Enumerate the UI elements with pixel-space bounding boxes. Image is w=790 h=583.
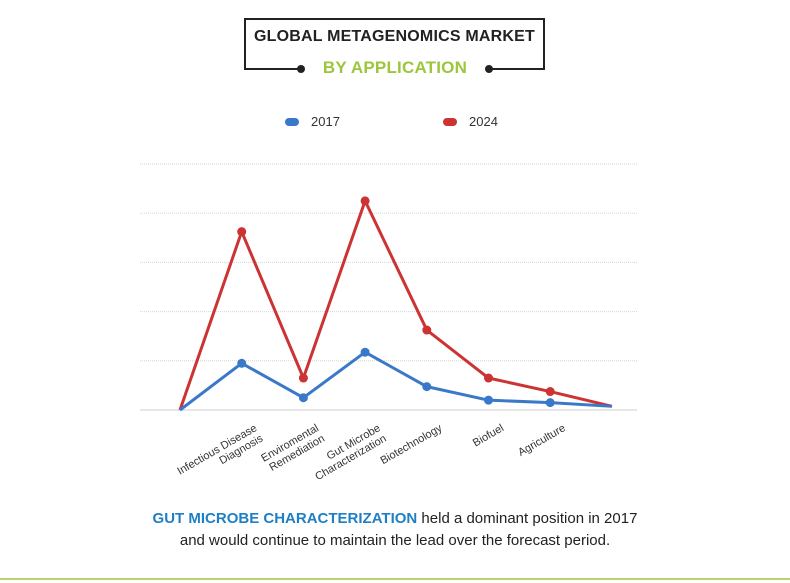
x-tick-label: EnviromentalRemediation (259, 422, 327, 475)
series-line-2017 (179, 350, 612, 412)
x-tick-label: Agriculture (516, 422, 568, 459)
x-tick-label-line: Biofuel (471, 422, 506, 449)
data-point-2024 (237, 227, 247, 237)
title-underline-left (244, 68, 300, 70)
data-point-2017 (237, 358, 247, 368)
legend-label-2017: 2017 (311, 114, 340, 129)
data-point-2017 (422, 382, 432, 392)
data-point-2017 (360, 347, 370, 357)
legend-swatch-2017 (285, 117, 299, 126)
series-line-2024 (178, 199, 613, 411)
caption: GUT MICROBE CHARACTERIZATION held a domi… (100, 508, 690, 552)
data-point-2017 (298, 393, 308, 403)
data-point-2024 (545, 387, 555, 397)
line-chart: Infectious DiseaseDiagnosisEnviromentalR… (140, 163, 637, 488)
data-point-2024 (360, 196, 370, 206)
x-tick-label: Biofuel (471, 422, 506, 449)
legend-label-2024: 2024 (469, 114, 498, 129)
legend-item-2017: 2017 (285, 114, 340, 129)
title-frame (244, 18, 545, 70)
caption-text-line2: and would continue to maintain the lead … (179, 532, 611, 549)
chart-title: GLOBAL METAGENOMICS MARKET (253, 28, 536, 45)
data-point-2024 (484, 373, 493, 383)
footer-divider (0, 578, 790, 580)
chart-subtitle: BY APPLICATION (322, 58, 468, 77)
data-point-2024 (298, 373, 308, 383)
data-point-2017 (545, 398, 555, 408)
title-underline-right (489, 68, 545, 70)
x-tick-label: Biotechnology (378, 422, 444, 467)
data-point-2024 (422, 325, 432, 335)
caption-text-line1: held a dominant position in 2017 (417, 510, 638, 527)
legend-swatch-2024 (443, 117, 457, 126)
x-tick-label: Infectious DiseaseDiagnosis (175, 422, 265, 488)
title-dot-right (485, 65, 493, 73)
x-tick-label-line: Agriculture (516, 422, 568, 459)
x-tick-label-line: Biotechnology (378, 422, 444, 467)
title-dot-left (297, 65, 305, 73)
caption-highlight: GUT MICROBE CHARACTERIZATION (152, 510, 418, 527)
legend-item-2024: 2024 (443, 114, 498, 129)
data-point-2017 (484, 395, 493, 405)
